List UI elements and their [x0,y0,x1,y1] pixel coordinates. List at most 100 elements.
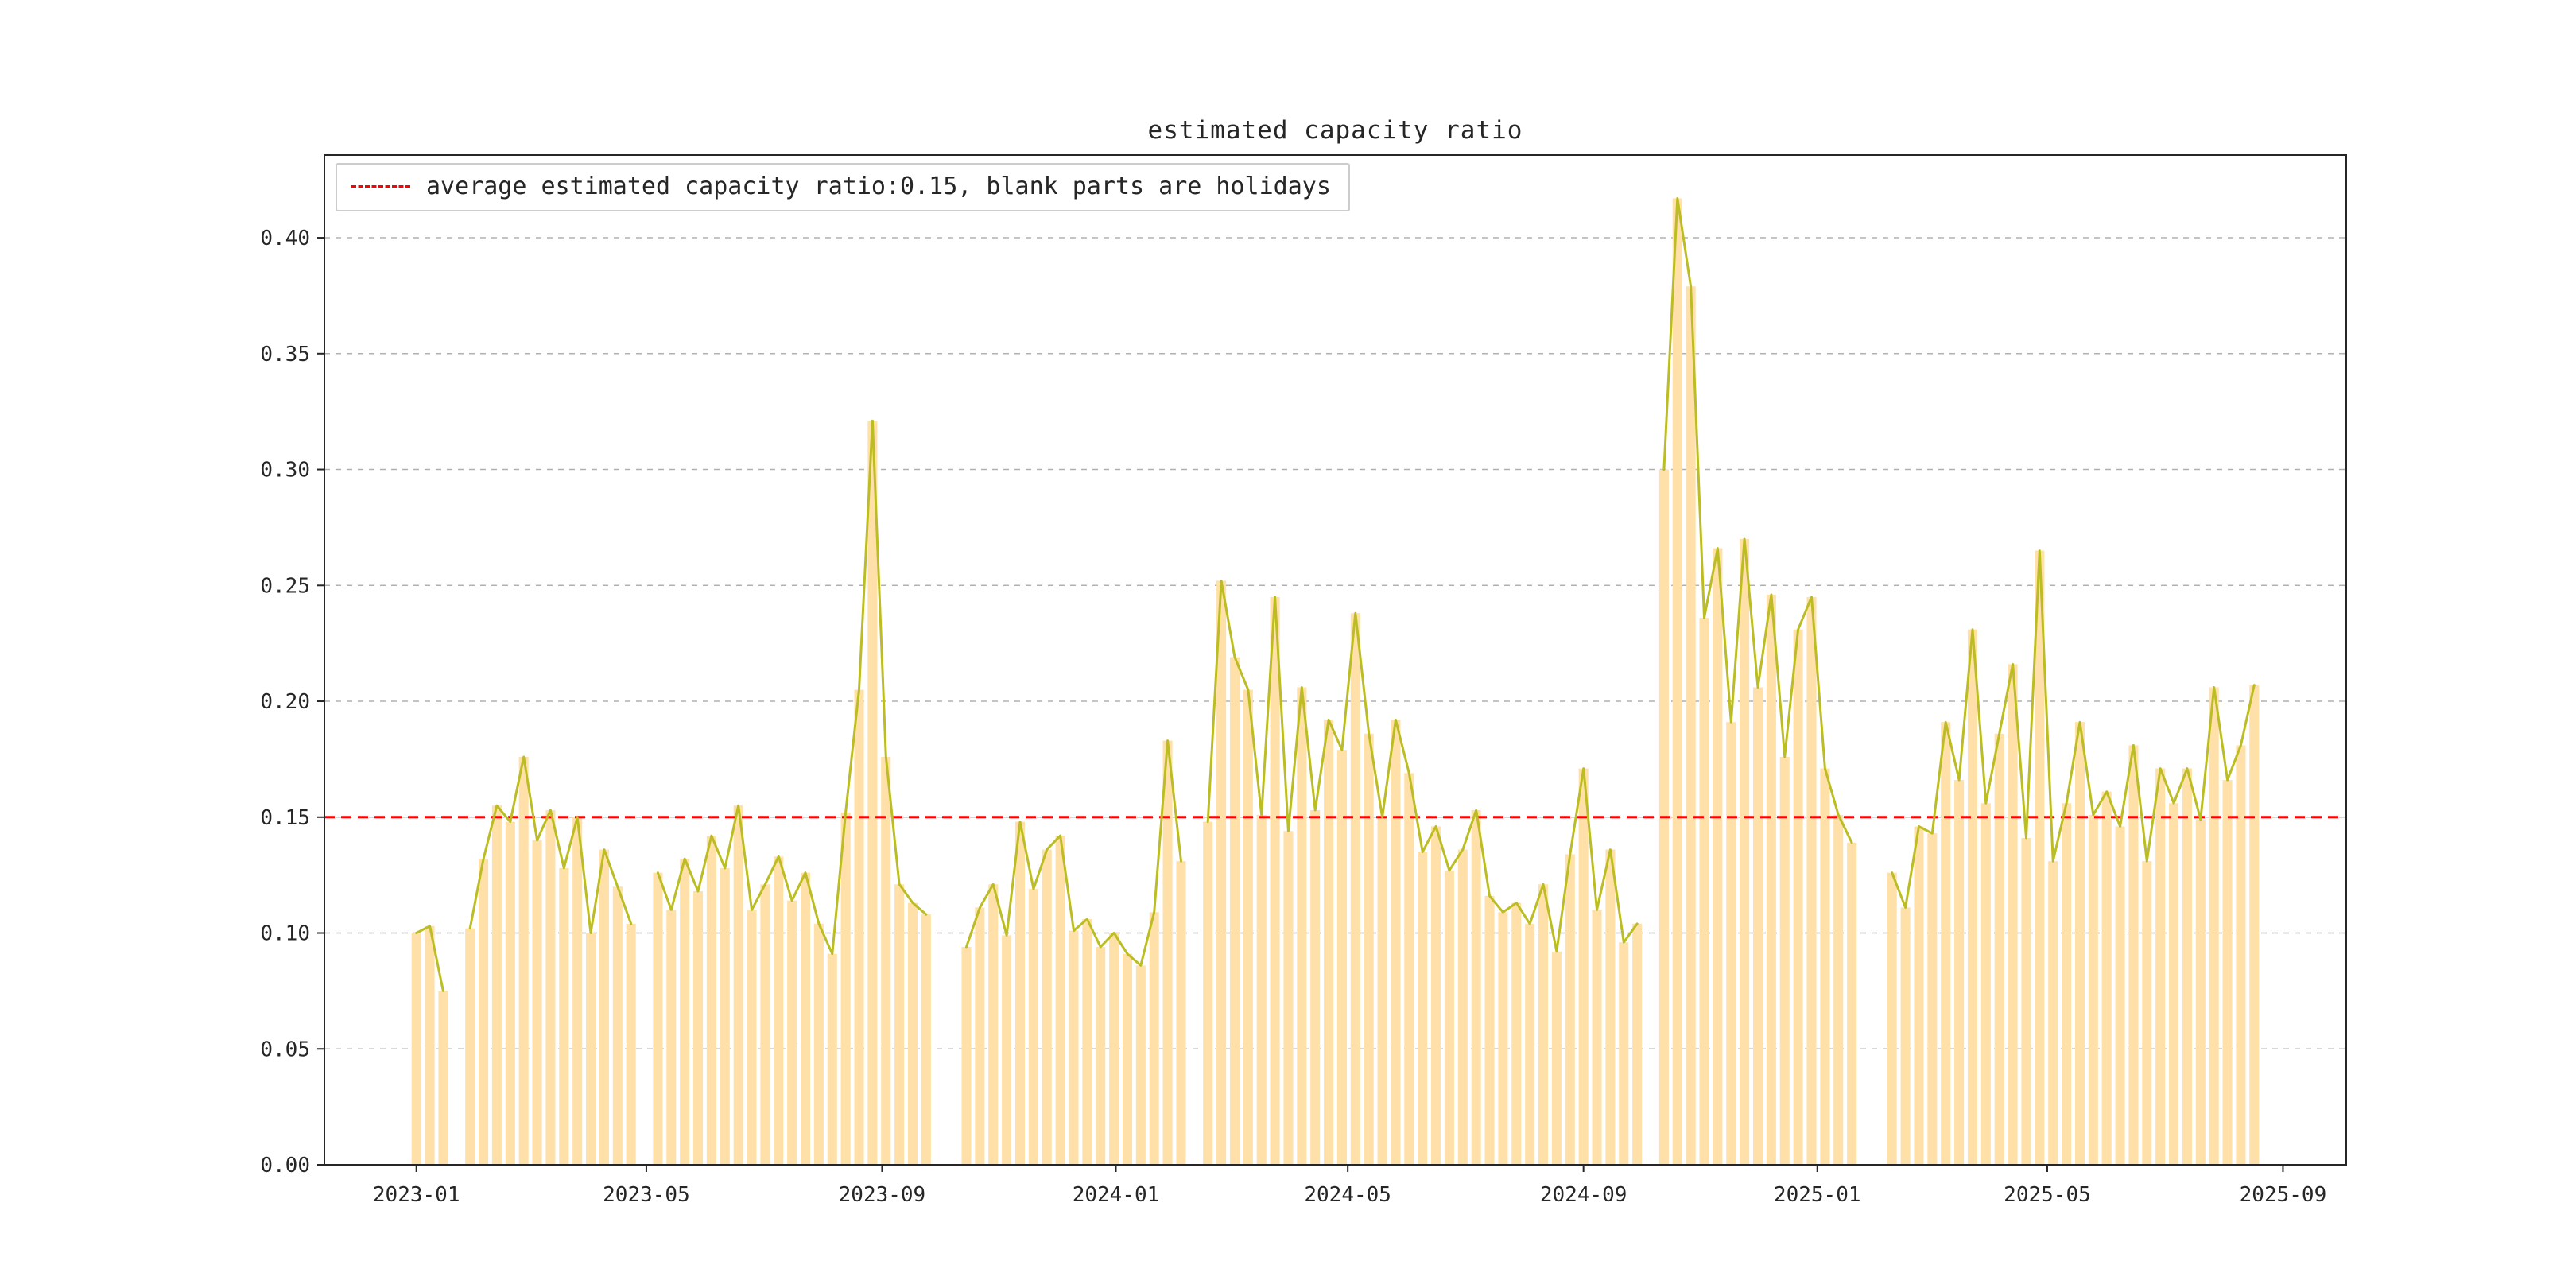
bar [988,884,999,1165]
bar [1498,912,1508,1165]
y-tick-label: 0.40 [260,227,310,250]
bar [1229,657,1240,1165]
bar [1699,618,1709,1165]
bar [1525,923,1535,1165]
bar [572,817,583,1165]
bar [1820,768,1830,1165]
bar [1350,613,1360,1165]
bar [854,689,864,1165]
bar [1135,965,1146,1165]
bar [2021,838,2031,1165]
bar [1444,870,1454,1165]
bar [1994,733,2004,1165]
bar [1592,910,1602,1165]
bar [479,859,489,1165]
bar [827,953,837,1165]
bar [1122,953,1132,1165]
bar [1418,852,1428,1165]
bar [2236,745,2246,1165]
y-tick-label: 0.30 [260,459,310,483]
bar [2169,803,2179,1165]
bar [626,923,636,1165]
bar [1578,768,1589,1165]
bar [2195,819,2206,1165]
bar [1713,548,1723,1165]
bar [2101,791,2112,1165]
x-tick-label: 2025-09 [2240,1183,2327,1207]
legend: average estimated capacity ratio:0.15, b… [336,163,1350,211]
y-tick-label: 0.05 [260,1038,310,1061]
bar [1484,895,1495,1165]
bar [733,805,743,1165]
bar [2155,768,2166,1165]
x-tick-label: 2023-05 [603,1183,690,1207]
y-tick-label: 0.25 [260,574,310,598]
bar [545,810,556,1165]
bar [1766,594,1776,1165]
series-line [468,755,633,934]
bar [1149,912,1159,1165]
bar [840,812,851,1165]
bar [1672,198,1682,1165]
y-tick-label: 0.00 [260,1154,310,1177]
bar [1538,884,1549,1165]
bar [2074,722,2085,1165]
x-tick-label: 2023-01 [373,1183,460,1207]
bar [1082,919,1092,1165]
bar [559,867,569,1165]
bar [505,821,515,1165]
y-tick-label: 0.10 [260,922,310,946]
bar [1002,935,1012,1165]
bar [1270,596,1280,1165]
bar [1042,849,1052,1165]
bar [1686,286,1696,1165]
bar [1954,780,1965,1165]
bar [1619,942,1629,1165]
bar [961,947,972,1165]
bar [1632,923,1643,1165]
legend-dashed-line-icon [351,185,410,188]
bar [1471,810,1481,1165]
bar [425,925,435,1165]
x-tick-label: 2023-09 [839,1183,926,1207]
bar [1096,947,1106,1165]
bar [1847,842,1857,1165]
bar [1216,580,1227,1165]
bar [1014,821,1026,1165]
bar [2035,550,2045,1165]
bar [1793,629,1803,1165]
bar [411,933,421,1165]
bar [1297,687,1307,1165]
series-line [656,419,928,956]
bar [774,856,784,1165]
bar [1109,933,1119,1165]
bar [1833,814,1844,1165]
bar [2008,664,2018,1165]
bar [1336,750,1347,1165]
legend-label: average estimated capacity ratio:0.15, b… [426,173,1331,200]
bar [1176,861,1186,1165]
bar [2222,780,2233,1165]
bar [1752,687,1763,1165]
chart-title: estimated capacity ratio [1147,116,1523,145]
bar [2182,768,2192,1165]
bar [760,884,770,1165]
x-tick-label: 2024-09 [1540,1183,1627,1207]
bar [1980,803,1991,1165]
bar [2128,745,2139,1165]
bar [599,849,609,1165]
bar [1457,849,1468,1165]
bar [1256,814,1267,1165]
bar [491,805,502,1165]
bar [1511,902,1522,1165]
bar [1324,720,1334,1165]
bar [1927,833,1938,1165]
bar [1283,831,1294,1165]
bar [867,421,878,1165]
bar [1551,951,1562,1165]
bar [1914,826,1924,1165]
bar [921,914,931,1165]
bar [907,902,918,1165]
bar [1364,733,1374,1165]
bar [1806,596,1817,1165]
